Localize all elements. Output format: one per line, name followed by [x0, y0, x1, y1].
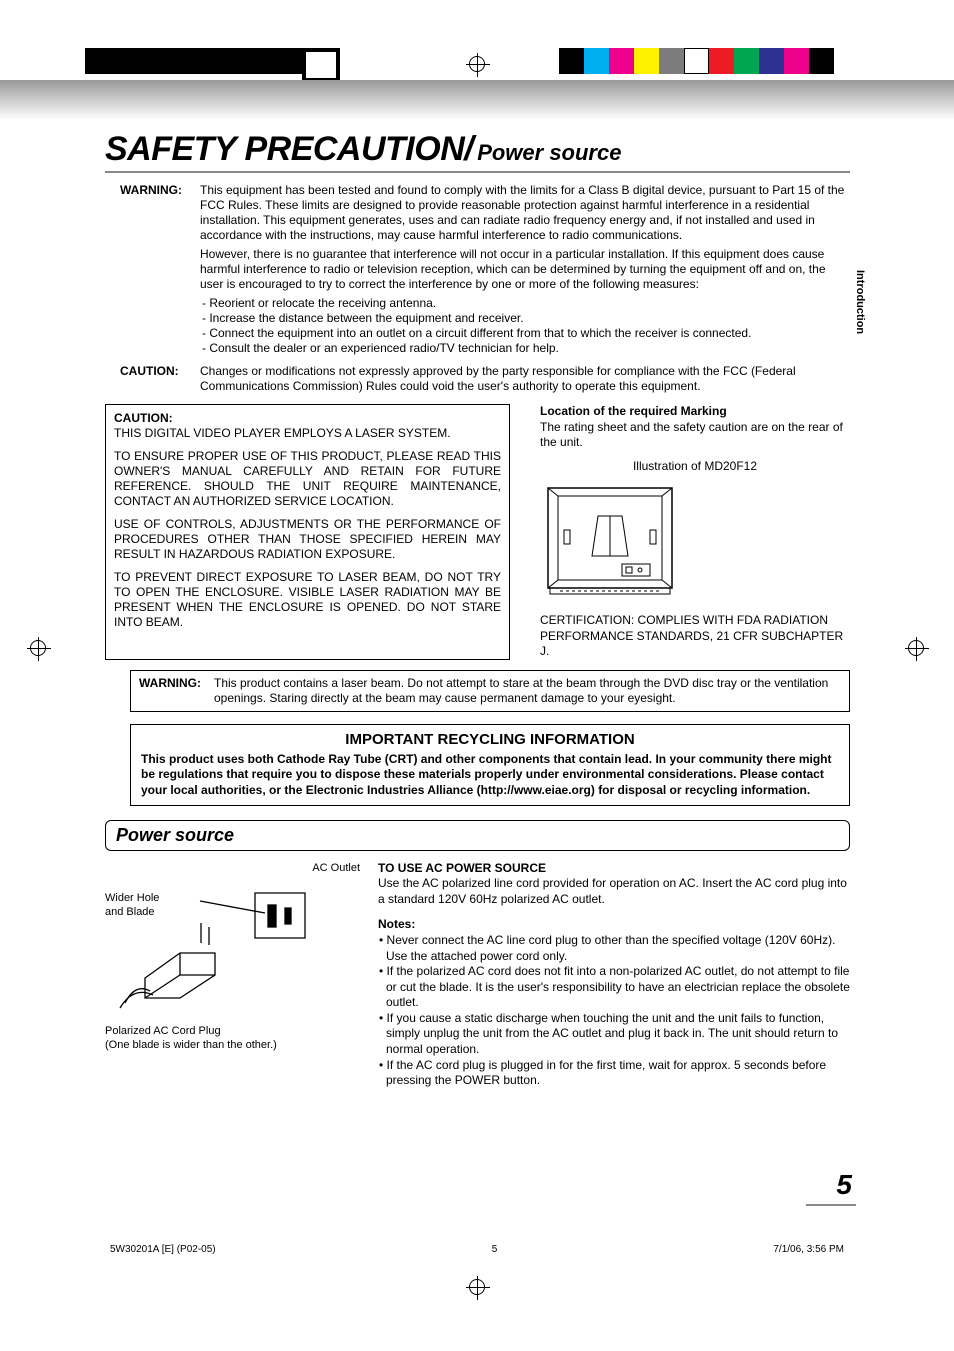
measure-item: - Reorient or relocate the receiving ant…	[200, 296, 850, 311]
crosshair-left	[30, 640, 46, 656]
warning-p1: This equipment has been tested and found…	[200, 183, 850, 243]
location-title: Location of the required Marking	[540, 404, 850, 420]
location-column: Location of the required Marking The rat…	[540, 404, 850, 660]
footer-row: 5W30201A [E] (P02-05) 5 7/1/06, 3:56 PM	[110, 1244, 844, 1255]
two-column-row: CAUTION: THIS DIGITAL VIDEO PLAYER EMPLO…	[105, 404, 850, 660]
note-item: • Never connect the AC line cord plug to…	[378, 933, 850, 964]
power-section: AC Outlet Wider Hole and Blade	[105, 861, 850, 1089]
warning-p2: However, there is no guarantee that inte…	[200, 247, 850, 292]
plug-caption-1: Polarized AC Cord Plug	[105, 1025, 360, 1039]
laser-caution-box: CAUTION: THIS DIGITAL VIDEO PLAYER EMPLO…	[105, 404, 510, 660]
measure-item: - Consult the dealer or an experienced r…	[200, 341, 850, 356]
crosshair-bottom	[469, 1279, 485, 1295]
note-item: • If you cause a static discharge when t…	[378, 1011, 850, 1058]
wider-hole-label: Wider Hole and Blade	[105, 891, 159, 920]
fcc-warning-block: WARNING: This equipment has been tested …	[120, 183, 850, 356]
power-illustration-col: AC Outlet Wider Hole and Blade	[105, 861, 360, 1089]
fcc-caution-block: CAUTION: Changes or modifications not ex…	[120, 364, 850, 394]
crosshair-right	[908, 640, 924, 656]
laser-p2: TO ENSURE PROPER USE OF THIS PRODUCT, PL…	[114, 449, 501, 509]
tv-rear-illustration	[540, 480, 680, 600]
caution-label: CAUTION:	[120, 364, 200, 394]
measures-list: - Reorient or relocate the receiving ant…	[200, 296, 850, 356]
note-item: • If the polarized AC cord does not fit …	[378, 964, 850, 1011]
laser-p3: USE OF CONTROLS, ADJUSTMENTS OR THE PERF…	[114, 517, 501, 562]
page-num-rule	[806, 1204, 856, 1206]
section-tab: Introduction	[854, 270, 866, 334]
illustration-label: Illustration of MD20F12	[540, 459, 850, 475]
page-title-row: SAFETY PRECAUTION/ Power source	[105, 130, 850, 173]
footer-mid: 5	[492, 1244, 498, 1255]
recycling-body: This product uses both Cathode Ray Tube …	[141, 752, 839, 799]
power-source-header: Power source	[105, 820, 850, 851]
warning-body: This equipment has been tested and found…	[200, 183, 850, 356]
caution-body: Changes or modifications not expressly a…	[200, 364, 850, 394]
laser-beam-warning-box: WARNING: This product contains a laser b…	[130, 670, 850, 712]
title-sub: Power source	[477, 140, 621, 166]
warning-label: WARNING:	[120, 183, 200, 356]
reg-color-bar	[559, 48, 834, 74]
notes-heading: Notes:	[378, 917, 850, 933]
footer-left: 5W30201A [E] (P02-05)	[110, 1244, 216, 1255]
use-ac-body: Use the AC polarized line cord provided …	[378, 876, 850, 907]
laser-p1: THIS DIGITAL VIDEO PLAYER EMPLOYS A LASE…	[114, 426, 451, 440]
crosshair-top	[469, 56, 485, 72]
location-body: The rating sheet and the safety caution …	[540, 420, 850, 451]
laser-warn-text: This product contains a laser beam. Do n…	[214, 676, 841, 706]
laser-caution-hd: CAUTION:	[114, 411, 173, 425]
page-number: 5	[836, 1169, 852, 1201]
header-gradient	[0, 80, 954, 120]
recycling-box: IMPORTANT RECYCLING INFORMATION This pro…	[130, 724, 850, 806]
measure-item: - Increase the distance between the equi…	[200, 311, 850, 326]
plug-caption-2: (One blade is wider than the other.)	[105, 1039, 360, 1053]
measure-item: - Connect the equipment into an outlet o…	[200, 326, 850, 341]
laser-warn-label: WARNING:	[139, 676, 214, 706]
laser-p4: TO PREVENT DIRECT EXPOSURE TO LASER BEAM…	[114, 570, 501, 630]
certification-text: CERTIFICATION: COMPLIES WITH FDA RADIATI…	[540, 613, 850, 660]
reg-bar-left	[85, 48, 305, 74]
use-ac-heading: TO USE AC POWER SOURCE	[378, 861, 850, 877]
recycling-title: IMPORTANT RECYCLING INFORMATION	[141, 731, 839, 748]
page-content: SAFETY PRECAUTION/ Power source WARNING:…	[105, 130, 850, 1089]
title-main: SAFETY PRECAUTION/	[105, 130, 473, 169]
power-text-col: TO USE AC POWER SOURCE Use the AC polari…	[378, 861, 850, 1089]
ac-outlet-label: AC Outlet	[105, 861, 360, 875]
footer-right: 7/1/06, 3:56 PM	[773, 1244, 844, 1255]
note-item: • If the AC cord plug is plugged in for …	[378, 1058, 850, 1089]
